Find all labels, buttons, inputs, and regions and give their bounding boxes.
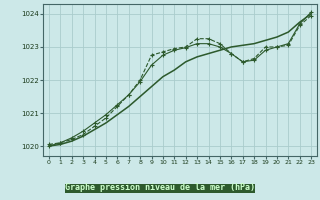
Text: Graphe pression niveau de la mer (hPa): Graphe pression niveau de la mer (hPa) [65, 184, 255, 192]
